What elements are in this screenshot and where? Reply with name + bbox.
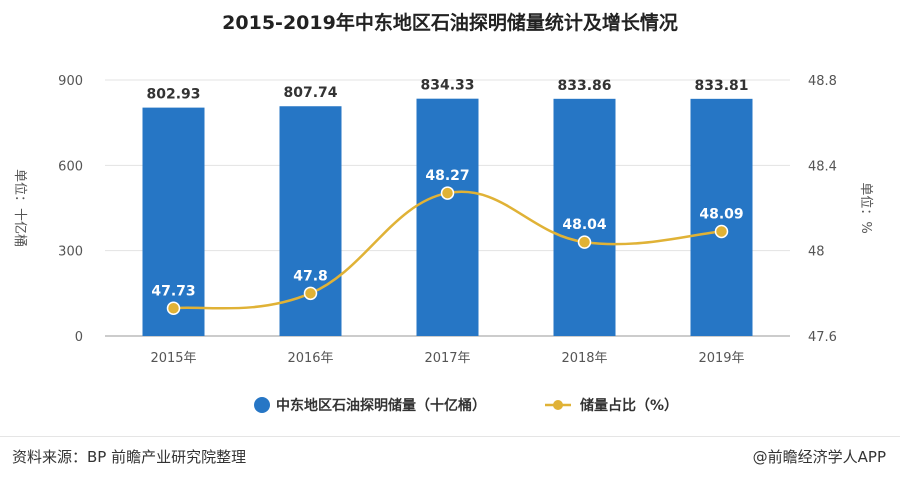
line-data-label: 48.09 (699, 206, 743, 222)
chart-title: 2015-2019年中东地区石油探明储量统计及增长情况 (222, 12, 678, 34)
line-data-label: 48.27 (425, 168, 469, 184)
y-right-tick-label: 48.8 (808, 74, 837, 89)
legend-line-label: 储量占比（%） (579, 397, 678, 414)
y-left-axis-title: 单位：十亿桶 (12, 169, 27, 247)
x-tick-label: 2019年 (698, 351, 744, 366)
footer-divider (0, 436, 900, 437)
line-point (440, 186, 455, 200)
line-data-label: 47.8 (293, 268, 328, 284)
y-left-tick-label: 0 (75, 330, 83, 345)
line-point (714, 224, 729, 239)
x-tick-label: 2017年 (424, 351, 470, 366)
y-right-axis-title: 单位：% (858, 182, 873, 233)
line-point (303, 286, 318, 301)
x-tick-label: 2018年 (561, 351, 607, 366)
bar (142, 107, 205, 336)
bar-data-label: 834.33 (420, 78, 474, 94)
bar (690, 98, 753, 336)
line-data-label: 48.04 (562, 217, 607, 233)
source-note: 资料来源：BP 前瞻产业研究院整理 (12, 448, 247, 466)
y-right-tick-label: 48 (808, 245, 825, 260)
x-tick-label: 2015年 (150, 351, 196, 366)
y-right-tick-label: 47.6 (808, 330, 837, 345)
bar (553, 98, 616, 336)
legend-bar-swatch (254, 397, 270, 413)
line-data-label: 47.73 (151, 283, 195, 299)
y-left-tick-label: 300 (58, 245, 83, 260)
legend-bar-label: 中东地区石油探明储量（十亿桶） (276, 397, 486, 414)
bar-data-label: 833.81 (694, 78, 748, 94)
line-point (166, 301, 181, 316)
bar-data-label: 802.93 (146, 87, 200, 103)
bar-data-label: 833.86 (557, 78, 611, 94)
y-left-tick-label: 600 (58, 159, 83, 174)
bar (416, 98, 479, 336)
y-left-tick-label: 900 (58, 74, 83, 89)
bar-data-label: 807.74 (283, 85, 337, 101)
legend-line-marker (553, 400, 563, 410)
y-right-tick-label: 48.4 (808, 159, 837, 174)
brand-note: @前瞻经济学人APP (752, 448, 886, 466)
x-tick-label: 2016年 (287, 351, 333, 366)
line-point (577, 235, 592, 249)
